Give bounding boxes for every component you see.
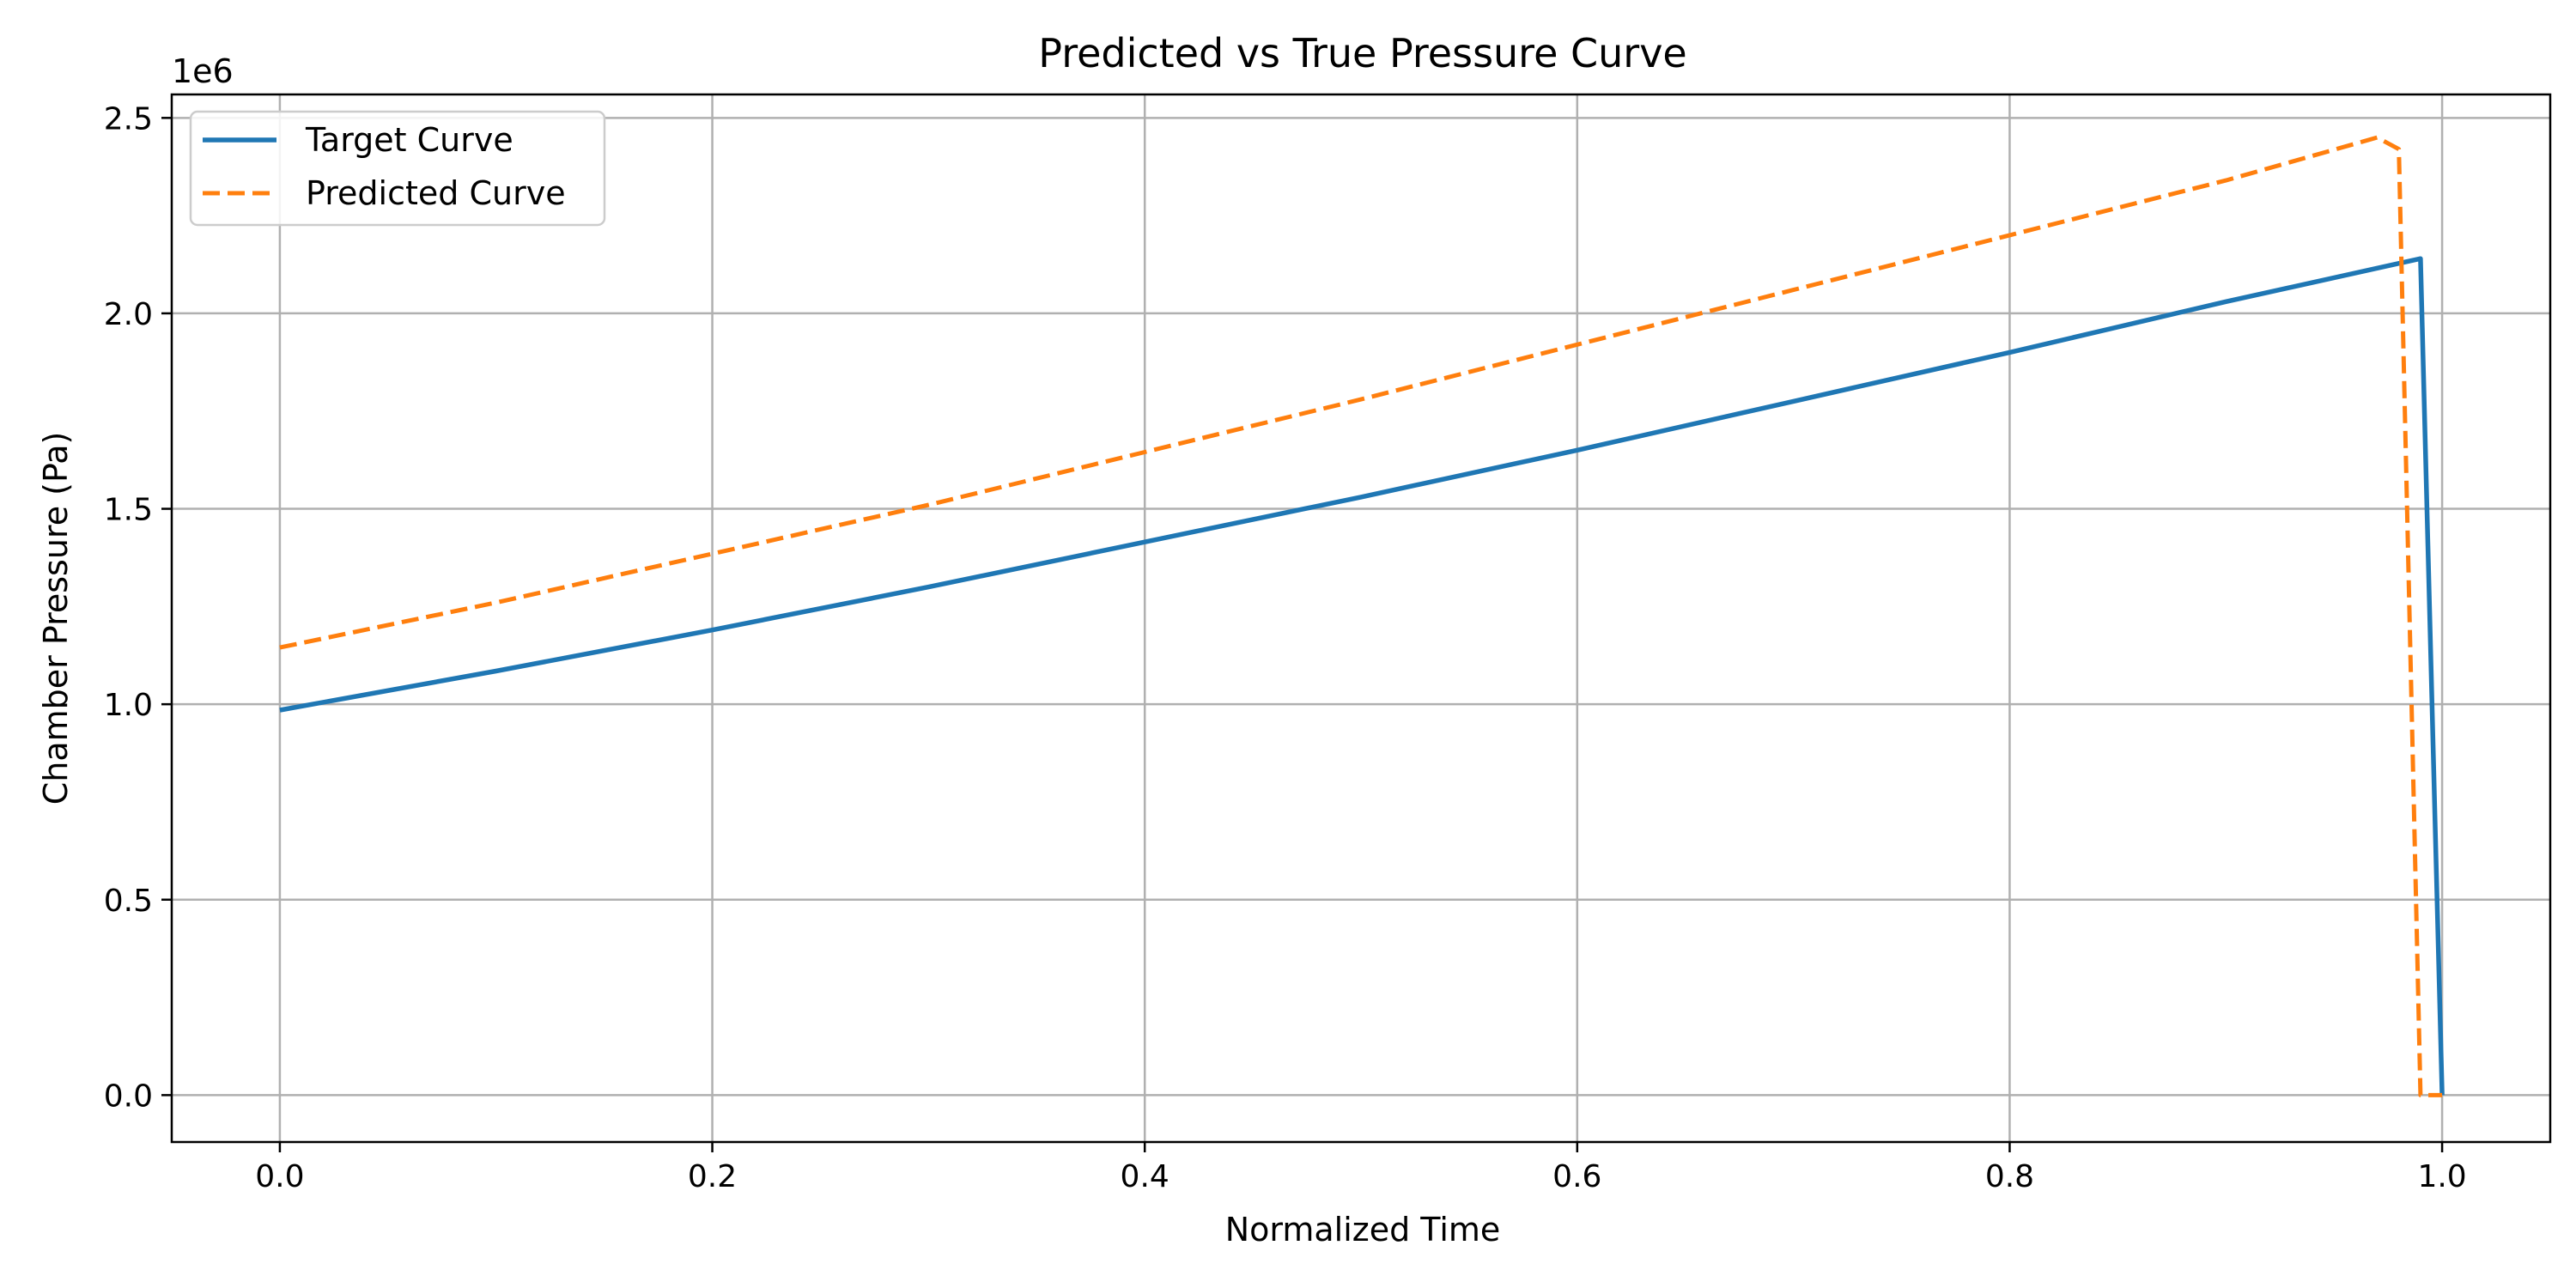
legend-label-2: Predicted Curve (306, 174, 566, 212)
x-tick-label: 1.0 (2417, 1159, 2466, 1194)
axis-ticks: 0.0 0.2 0.4 0.6 0.8 1.0 0.0 0.5 1.0 1.5 2.0 2.5 (104, 101, 2467, 1194)
series-line-1 (279, 256, 2445, 1096)
chart-title: Predicted vs True Pressure Curve (1038, 30, 1686, 76)
legend: Target Curve Predicted Curve (189, 110, 606, 227)
series-layer (279, 135, 2445, 1097)
x-tick-label: 0.2 (688, 1159, 737, 1194)
y-tick-label: 1.5 (104, 493, 153, 528)
series-line-2 (279, 135, 2443, 1097)
grid (172, 94, 2550, 1142)
y-tick-label: 2.0 (104, 297, 153, 332)
y-tick-label: 0.5 (104, 884, 153, 919)
x-tick-label: 0.6 (1552, 1159, 1601, 1194)
x-tick-label: 0.4 (1121, 1159, 1170, 1194)
x-tick-label: 0.8 (1985, 1159, 2034, 1194)
y-axis-offset-label: 1e6 (172, 52, 234, 90)
legend-label-1: Target Curve (305, 121, 513, 159)
y-axis-label: Chamber Pressure (Pa) (37, 432, 75, 805)
legend-box (189, 110, 606, 227)
plot-frame (170, 93, 2552, 1144)
x-axis-label: Normalized Time (1225, 1211, 1501, 1249)
y-tick-label: 0.0 (104, 1078, 153, 1114)
x-tick-label: 0.0 (255, 1159, 304, 1194)
y-tick-label: 2.5 (104, 101, 153, 137)
y-tick-label: 1.0 (104, 688, 153, 723)
